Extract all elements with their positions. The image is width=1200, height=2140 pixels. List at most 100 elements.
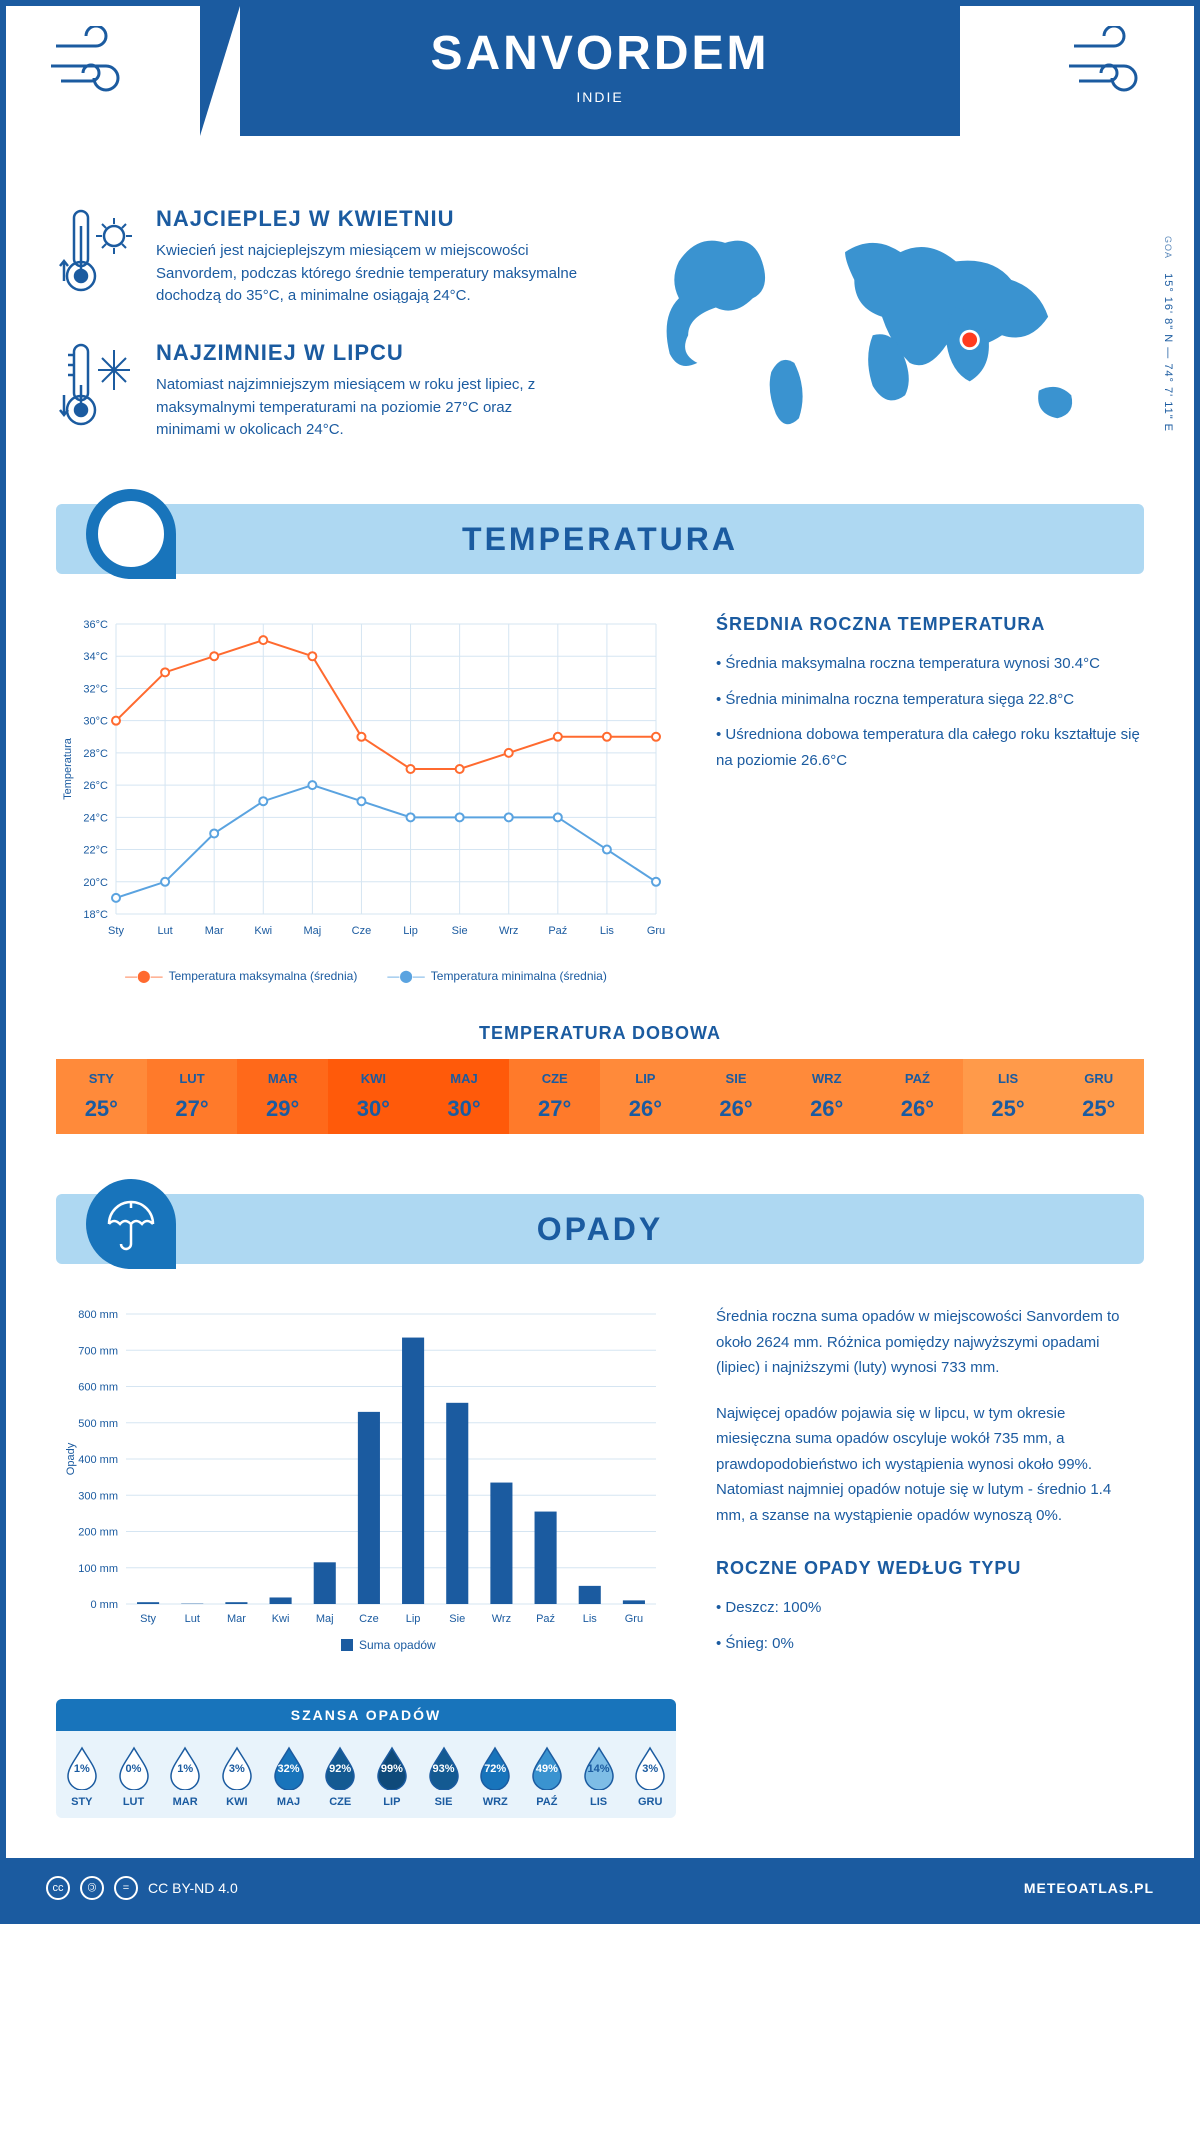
temp-summary-heading: ŚREDNIA ROCZNA TEMPERATURA bbox=[716, 614, 1144, 635]
annual-bullet: • Deszcz: 100% bbox=[716, 1595, 1144, 1621]
daily-month: KWI bbox=[328, 1071, 419, 1086]
svg-text:700 mm: 700 mm bbox=[78, 1345, 118, 1357]
svg-text:500 mm: 500 mm bbox=[78, 1418, 118, 1430]
rain-chance-cell: 99% LIP bbox=[366, 1746, 418, 1808]
thermometer-cold-icon bbox=[56, 340, 136, 444]
svg-text:Maj: Maj bbox=[316, 1613, 334, 1625]
daily-month: PAŹ bbox=[872, 1071, 963, 1086]
svg-text:Gru: Gru bbox=[647, 925, 665, 937]
annual-bullet: • Śnieg: 0% bbox=[716, 1631, 1144, 1657]
svg-text:Paź: Paź bbox=[548, 925, 567, 937]
daily-cell: SIE26° bbox=[691, 1059, 782, 1134]
daily-cell: CZE27° bbox=[509, 1059, 600, 1134]
svg-text:800 mm: 800 mm bbox=[78, 1309, 118, 1321]
daily-month: STY bbox=[56, 1071, 147, 1086]
svg-text:Sty: Sty bbox=[140, 1613, 156, 1625]
rain-chance-month: WRZ bbox=[469, 1796, 521, 1808]
rain-chance-month: KWI bbox=[211, 1796, 263, 1808]
daily-value: 26° bbox=[600, 1096, 691, 1122]
rain-chance-value: 3% bbox=[229, 1763, 245, 1775]
daily-cell: LUT27° bbox=[147, 1059, 238, 1134]
svg-text:Kwi: Kwi bbox=[254, 925, 272, 937]
temperature-chart: 18°C20°C22°C24°C26°C28°C30°C32°C34°C36°C… bbox=[56, 614, 676, 983]
rain-chance-month: LUT bbox=[108, 1796, 160, 1808]
raindrop-icon: 1% bbox=[168, 1746, 202, 1790]
rain-chance-cell: 0% LUT bbox=[108, 1746, 160, 1808]
temperature-legend: Temperatura maksymalna (średnia) Tempera… bbox=[56, 969, 676, 983]
temperature-banner: TEMPERATURA bbox=[56, 504, 1144, 574]
rain-chance-cell: 49% PAŹ bbox=[521, 1746, 573, 1808]
legend-max: Temperatura maksymalna (średnia) bbox=[125, 969, 357, 983]
hottest-title: NAJCIEPLEJ W KWIETNIU bbox=[156, 206, 580, 232]
svg-text:Temperatura: Temperatura bbox=[62, 737, 74, 800]
rain-chance-month: MAR bbox=[159, 1796, 211, 1808]
daily-value: 26° bbox=[872, 1096, 963, 1122]
sun-icon bbox=[86, 489, 176, 579]
daily-value: 26° bbox=[691, 1096, 782, 1122]
rain-chance-row: 1% STY 0% LUT 1% MAR 3% KWI 32% MAJ 92% … bbox=[56, 1731, 676, 1818]
svg-text:22°C: 22°C bbox=[83, 845, 108, 857]
svg-text:Sie: Sie bbox=[449, 1613, 465, 1625]
rain-chance-value: 1% bbox=[74, 1763, 90, 1775]
longitude: 74° 7' 11" E bbox=[1162, 363, 1174, 432]
rain-chance-cell: 93% SIE bbox=[418, 1746, 470, 1808]
svg-text:Wrz: Wrz bbox=[492, 1613, 511, 1625]
daily-value: 29° bbox=[237, 1096, 328, 1122]
raindrop-icon: 99% bbox=[375, 1746, 409, 1790]
temp-bullet: • Uśredniona dobowa temperatura dla całe… bbox=[716, 722, 1144, 773]
svg-text:36°C: 36°C bbox=[83, 619, 108, 631]
svg-text:30°C: 30°C bbox=[83, 716, 108, 728]
daily-value: 30° bbox=[328, 1096, 419, 1122]
daily-cell: GRU25° bbox=[1053, 1059, 1144, 1134]
rain-chance-month: MAJ bbox=[263, 1796, 315, 1808]
rain-chance-value: 93% bbox=[433, 1763, 455, 1775]
svg-text:18°C: 18°C bbox=[83, 909, 108, 921]
raindrop-icon: 92% bbox=[323, 1746, 357, 1790]
svg-text:26°C: 26°C bbox=[83, 780, 108, 792]
svg-text:Sie: Sie bbox=[452, 925, 468, 937]
page-root: SANVORDEM INDIE NAJCIEPLEJ W KWIETNIU Kw… bbox=[0, 0, 1200, 1924]
annual-precip-heading: ROCZNE OPADY WEDŁUG TYPU bbox=[716, 1558, 1144, 1579]
license-text: CC BY-ND 4.0 bbox=[148, 1880, 238, 1896]
coordinates: GOA 15° 16' 8" N — 74° 7' 11" E bbox=[1162, 236, 1174, 432]
svg-text:Wrz: Wrz bbox=[499, 925, 518, 937]
svg-text:Lut: Lut bbox=[185, 1613, 200, 1625]
raindrop-icon: 14% bbox=[582, 1746, 616, 1790]
svg-text:Mar: Mar bbox=[227, 1613, 246, 1625]
daily-month: WRZ bbox=[781, 1071, 872, 1086]
daily-cell: WRZ26° bbox=[781, 1059, 872, 1134]
region-label: GOA bbox=[1163, 236, 1173, 259]
raindrop-icon: 72% bbox=[478, 1746, 512, 1790]
daily-month: LIS bbox=[963, 1071, 1054, 1086]
svg-text:34°C: 34°C bbox=[83, 651, 108, 663]
rain-chance-value: 49% bbox=[536, 1763, 558, 1775]
temperature-summary: ŚREDNIA ROCZNA TEMPERATURA • Średnia mak… bbox=[716, 614, 1144, 983]
svg-text:Opady: Opady bbox=[65, 1442, 77, 1475]
svg-text:28°C: 28°C bbox=[83, 748, 108, 760]
intro-section: NAJCIEPLEJ W KWIETNIU Kwiecień jest najc… bbox=[56, 206, 1144, 474]
rain-chance-value: 0% bbox=[126, 1763, 142, 1775]
svg-text:Cze: Cze bbox=[359, 1613, 379, 1625]
title-banner: SANVORDEM INDIE bbox=[240, 6, 960, 136]
nd-icon: = bbox=[114, 1876, 138, 1900]
raindrop-icon: 3% bbox=[633, 1746, 667, 1790]
svg-text:Sty: Sty bbox=[108, 925, 124, 937]
svg-text:300 mm: 300 mm bbox=[78, 1490, 118, 1502]
svg-text:Lis: Lis bbox=[583, 1613, 598, 1625]
svg-text:Lip: Lip bbox=[403, 925, 418, 937]
rain-chance-cell: 1% STY bbox=[56, 1746, 108, 1808]
precip-summary: Średnia roczna suma opadów w miejscowośc… bbox=[716, 1304, 1144, 1818]
rain-chance-month: SIE bbox=[418, 1796, 470, 1808]
rain-chance-cell: 32% MAJ bbox=[263, 1746, 315, 1808]
rain-chance-cell: 3% GRU bbox=[624, 1746, 676, 1808]
daily-value: 25° bbox=[1053, 1096, 1144, 1122]
hottest-block: NAJCIEPLEJ W KWIETNIU Kwiecień jest najc… bbox=[56, 206, 580, 310]
svg-text:24°C: 24°C bbox=[83, 812, 108, 824]
header: SANVORDEM INDIE bbox=[6, 6, 1194, 166]
svg-text:600 mm: 600 mm bbox=[78, 1382, 118, 1394]
coldest-text: Natomiast najzimniejszym miesiącem w rok… bbox=[156, 374, 580, 442]
daily-cell: MAJ30° bbox=[419, 1059, 510, 1134]
svg-text:Lut: Lut bbox=[157, 925, 172, 937]
daily-temp-heading: TEMPERATURA DOBOWA bbox=[56, 1023, 1144, 1044]
precip-chart: 0 mm100 mm200 mm300 mm400 mm500 mm600 mm… bbox=[56, 1304, 676, 1818]
